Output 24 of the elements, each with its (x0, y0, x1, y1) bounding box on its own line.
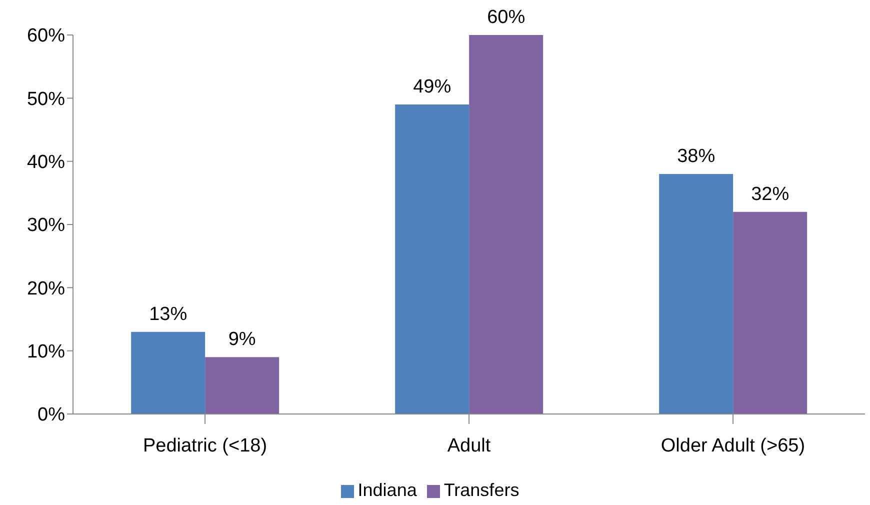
data-label: 13% (149, 304, 188, 325)
y-tick-label: 20% (26, 278, 66, 300)
y-tick-label: 40% (26, 152, 66, 174)
data-label: 60% (487, 7, 526, 28)
y-tick-label: 50% (26, 88, 66, 110)
data-label: 38% (677, 146, 716, 167)
y-tick-label: 30% (26, 215, 66, 236)
bar (733, 212, 808, 414)
bar (659, 174, 734, 414)
bar (205, 357, 280, 414)
bar (131, 332, 206, 414)
data-label: 49% (413, 76, 452, 98)
legend-label: Transfers (444, 480, 520, 500)
x-tick-label: Adult (447, 435, 492, 456)
y-tick-label: 10% (26, 342, 66, 363)
bar (395, 104, 470, 414)
x-tick-label: Pediatric (<18) (142, 435, 268, 456)
data-label: 32% (751, 184, 790, 205)
bar (469, 35, 544, 414)
data-label: 9% (228, 329, 256, 350)
y-tick-label: 0% (38, 404, 66, 426)
y-tick-label: 60% (26, 26, 66, 47)
legend-label: Indiana (358, 480, 417, 500)
x-tick-label: Older Adult (>65) (660, 435, 806, 456)
